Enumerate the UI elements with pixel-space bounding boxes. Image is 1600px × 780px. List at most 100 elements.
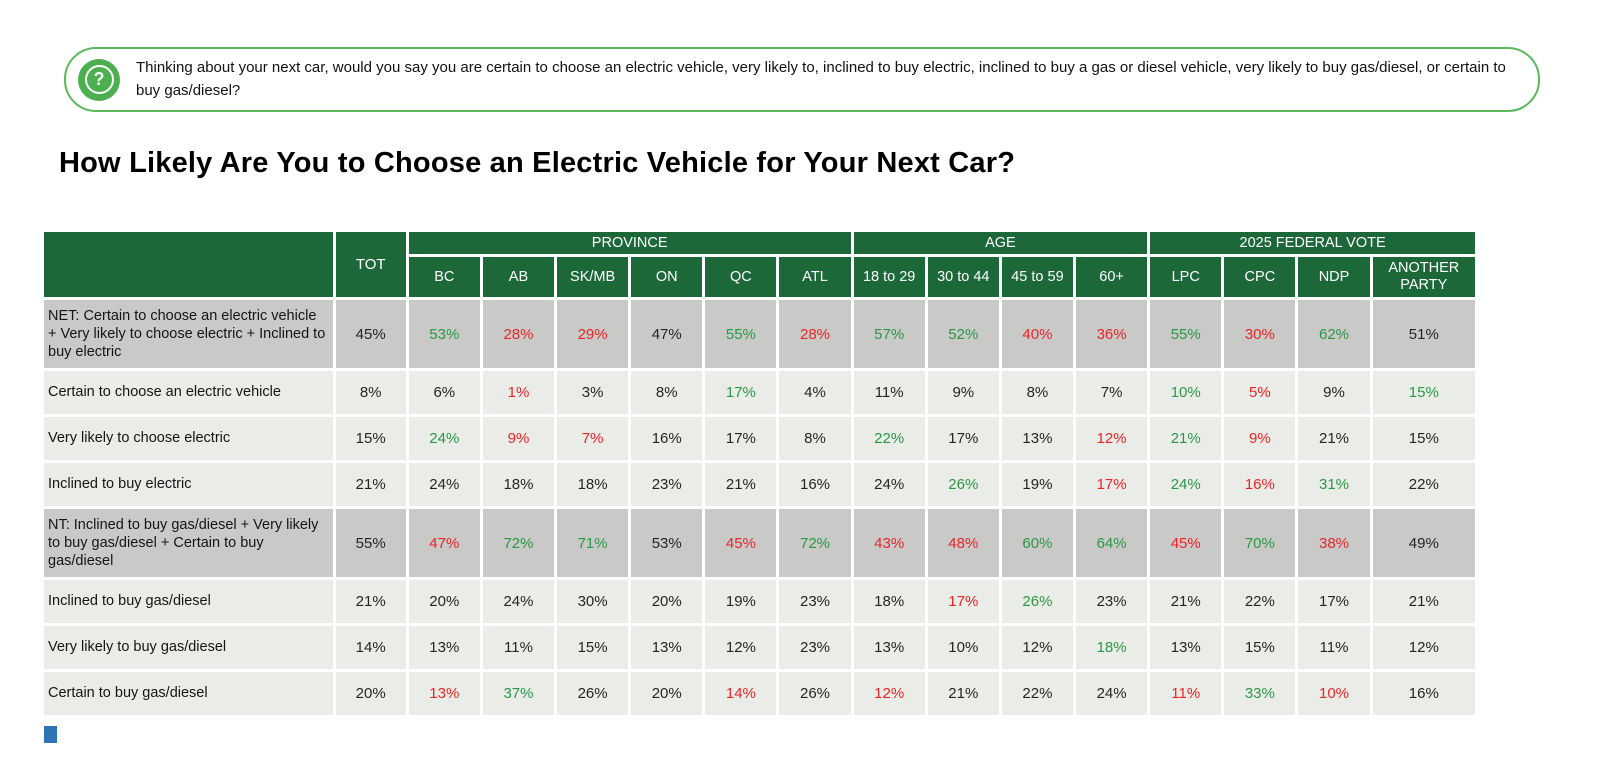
value-cell: 12% xyxy=(1001,626,1074,669)
value-cell: 10% xyxy=(927,626,999,669)
value-cell: 6% xyxy=(408,371,480,414)
value-cell: 49% xyxy=(1372,509,1475,577)
value-cell: 4% xyxy=(779,371,851,414)
value-cell: 40% xyxy=(1001,300,1074,368)
value-cell: 38% xyxy=(1298,509,1370,577)
column-header: AB xyxy=(482,257,555,297)
value-cell: 8% xyxy=(335,371,406,414)
column-header: SK/MB xyxy=(557,257,629,297)
value-cell: 47% xyxy=(408,509,480,577)
value-cell: 8% xyxy=(631,371,703,414)
value-cell: 11% xyxy=(1298,626,1370,669)
value-cell: 21% xyxy=(335,463,406,506)
value-cell: 31% xyxy=(1298,463,1370,506)
table-row: Inclined to buy electric 21% 24% 18% 18% 23% 2… xyxy=(44,463,1475,506)
value-cell: 7% xyxy=(557,417,629,460)
value-cell: 17% xyxy=(705,371,777,414)
value-cell: 21% xyxy=(335,580,406,623)
value-cell: 22% xyxy=(1001,672,1074,715)
value-cell: 21% xyxy=(1150,580,1222,623)
value-cell: 16% xyxy=(779,463,851,506)
value-cell: 47% xyxy=(631,300,703,368)
value-cell: 28% xyxy=(482,300,555,368)
value-cell: 11% xyxy=(1150,672,1222,715)
column-header: BC xyxy=(408,257,480,297)
value-cell: 9% xyxy=(1298,371,1370,414)
value-cell: 18% xyxy=(1076,626,1148,669)
value-cell: 7% xyxy=(1076,371,1148,414)
column-group-header: AGE xyxy=(853,232,1148,254)
value-cell: 18% xyxy=(557,463,629,506)
value-cell: 26% xyxy=(927,463,999,506)
row-label: Certain to choose an electric vehicle xyxy=(44,371,333,414)
value-cell: 30% xyxy=(1224,300,1296,368)
row-label: Very likely to buy gas/diesel xyxy=(44,626,333,669)
value-cell: 45% xyxy=(705,509,777,577)
value-cell: 13% xyxy=(853,626,925,669)
value-cell: 20% xyxy=(335,672,406,715)
value-cell: 22% xyxy=(1372,463,1475,506)
value-cell: 13% xyxy=(1001,417,1074,460)
value-cell: 23% xyxy=(1076,580,1148,623)
column-header: NDP xyxy=(1298,257,1370,297)
question-text: Thinking about your next car, would you … xyxy=(136,59,1506,99)
value-cell: 13% xyxy=(408,626,480,669)
value-cell: 10% xyxy=(1150,371,1222,414)
value-cell: 11% xyxy=(482,626,555,669)
column-header: 18 to 29 xyxy=(853,257,925,297)
column-group-header: 2025 FEDERAL VOTE xyxy=(1150,232,1475,254)
value-cell: 24% xyxy=(1076,672,1148,715)
header-corner-cell xyxy=(44,232,333,297)
value-cell: 51% xyxy=(1372,300,1475,368)
value-cell: 30% xyxy=(557,580,629,623)
value-cell: 1% xyxy=(482,371,555,414)
column-header: LPC xyxy=(1150,257,1222,297)
value-cell: 16% xyxy=(1224,463,1296,506)
value-cell: 5% xyxy=(1224,371,1296,414)
value-cell: 64% xyxy=(1076,509,1148,577)
column-header: 30 to 44 xyxy=(927,257,999,297)
page-title: How Likely Are You to Choose an Electric… xyxy=(59,147,1016,179)
value-cell: 15% xyxy=(557,626,629,669)
column-header: ANOTHER PARTY xyxy=(1372,257,1475,297)
value-cell: 12% xyxy=(1076,417,1148,460)
value-cell: 8% xyxy=(1001,371,1074,414)
value-cell: 12% xyxy=(853,672,925,715)
value-cell: 19% xyxy=(1001,463,1074,506)
value-cell: 9% xyxy=(927,371,999,414)
value-cell: 53% xyxy=(408,300,480,368)
value-cell: 15% xyxy=(1372,417,1475,460)
value-cell: 23% xyxy=(779,626,851,669)
value-cell: 33% xyxy=(1224,672,1296,715)
value-cell: 23% xyxy=(631,463,703,506)
column-group-header: PROVINCE xyxy=(408,232,851,254)
question-banner: ? Thinking about your next car, would yo… xyxy=(64,47,1540,112)
value-cell: 53% xyxy=(631,509,703,577)
value-cell: 9% xyxy=(482,417,555,460)
value-cell: 18% xyxy=(482,463,555,506)
value-cell: 24% xyxy=(853,463,925,506)
value-cell: 55% xyxy=(705,300,777,368)
value-cell: 10% xyxy=(1298,672,1370,715)
value-cell: 60% xyxy=(1001,509,1074,577)
value-cell: 62% xyxy=(1298,300,1370,368)
table-row: NET: Certain to choose an electric vehic… xyxy=(44,300,1475,368)
header-group-row: TOT PROVINCE AGE 2025 FEDERAL VOTE xyxy=(44,232,1475,297)
blue-corner-mark xyxy=(44,726,57,743)
value-cell: 23% xyxy=(779,580,851,623)
value-cell: 29% xyxy=(557,300,629,368)
value-cell: 21% xyxy=(927,672,999,715)
value-cell: 15% xyxy=(1372,371,1475,414)
value-cell: 57% xyxy=(853,300,925,368)
table-row: Inclined to buy gas/diesel 21% 20% 24% 30% 20… xyxy=(44,580,1475,623)
question-mark-icon: ? xyxy=(78,58,120,101)
value-cell: 55% xyxy=(1150,300,1222,368)
value-cell: 14% xyxy=(335,626,406,669)
value-cell: 52% xyxy=(927,300,999,368)
value-cell: 16% xyxy=(1372,672,1475,715)
row-label: NT: Inclined to buy gas/diesel + Very li… xyxy=(44,509,333,577)
value-cell: 20% xyxy=(408,580,480,623)
value-cell: 45% xyxy=(335,300,406,368)
value-cell: 20% xyxy=(631,580,703,623)
table-row: Very likely to buy gas/diesel 14% 13% 11% 15… xyxy=(44,626,1475,669)
